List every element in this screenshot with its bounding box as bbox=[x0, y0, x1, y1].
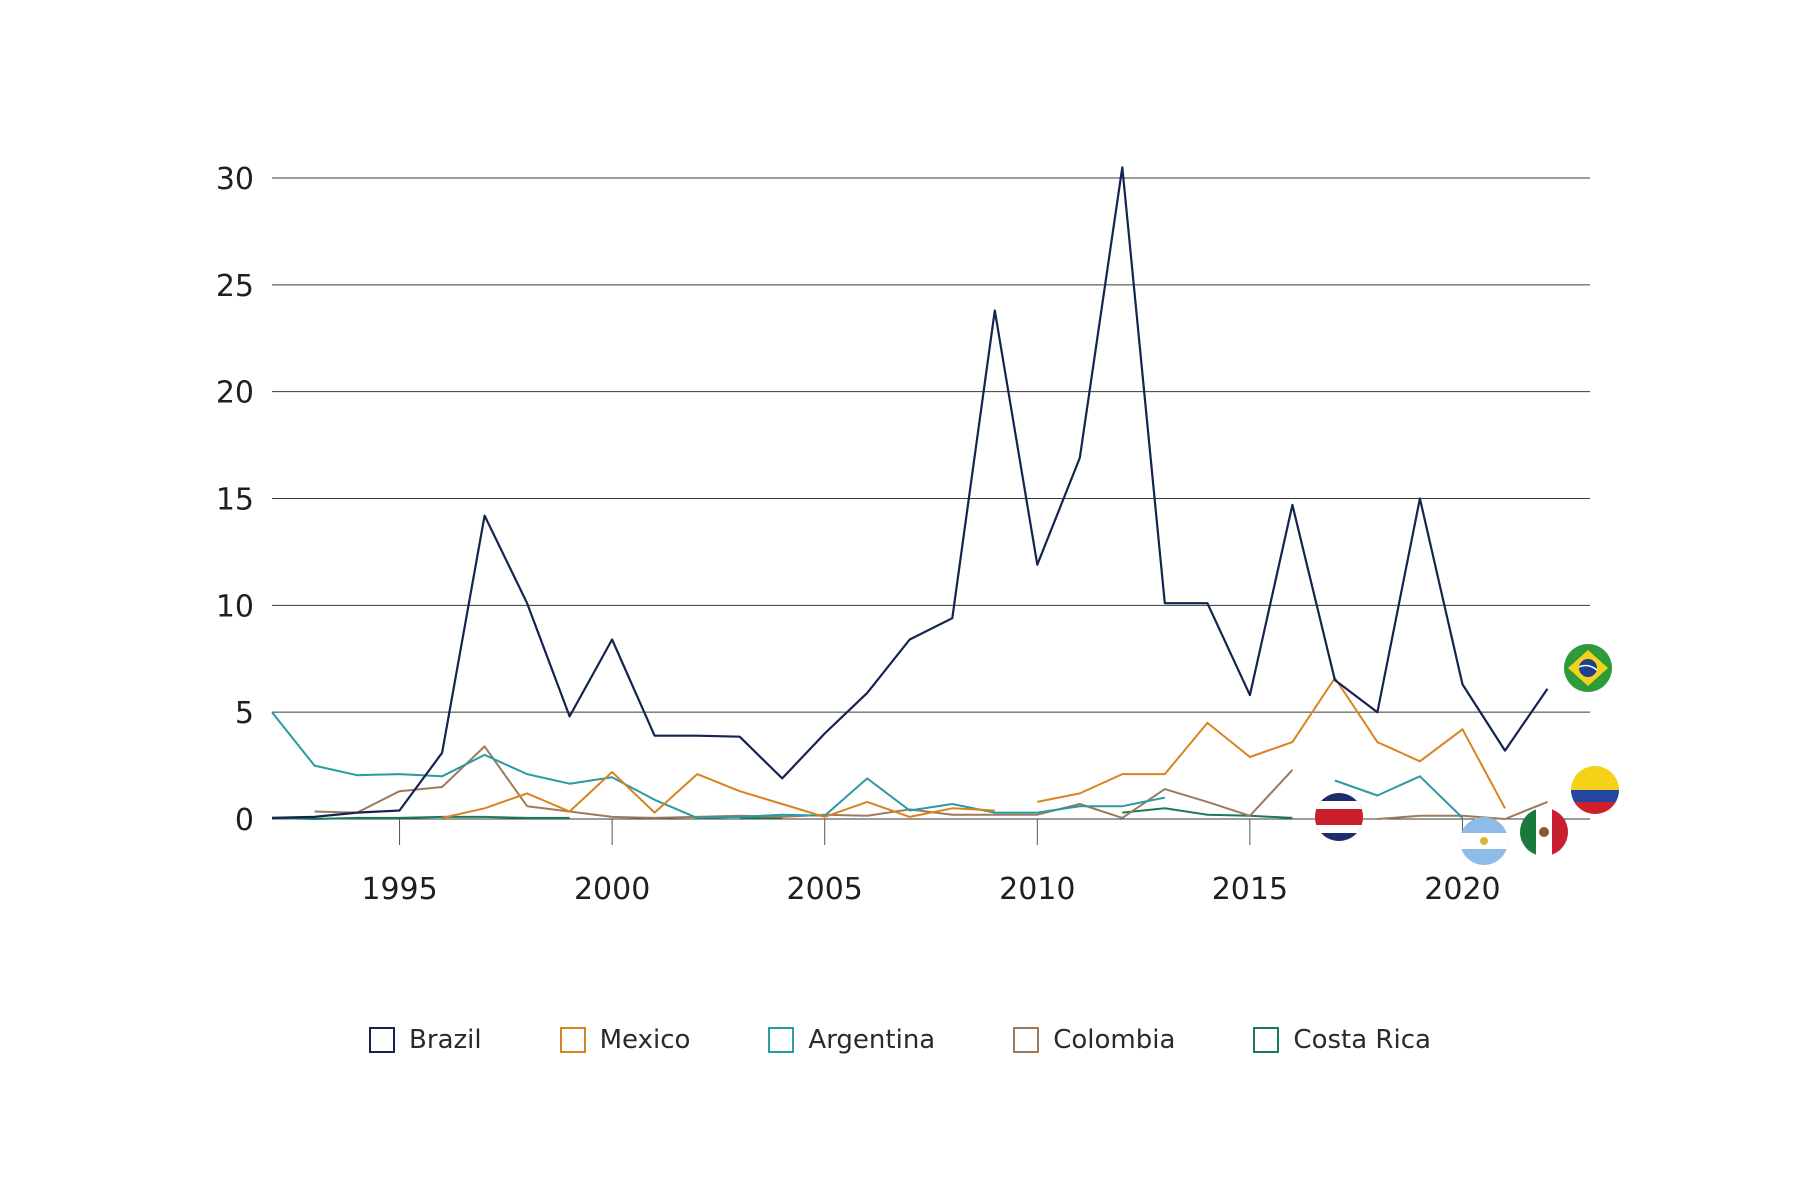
legend-label: Costa Rica bbox=[1293, 1025, 1431, 1055]
y-tick-label: 10 bbox=[216, 589, 254, 624]
x-tick-label: 2020 bbox=[1424, 872, 1500, 907]
x-tick-label: 2015 bbox=[1212, 872, 1288, 907]
x-tick-label: 2000 bbox=[574, 872, 650, 907]
y-tick-label: 15 bbox=[216, 483, 254, 518]
legend-item-brazil: Brazil bbox=[369, 1025, 482, 1055]
y-axis: 0 5 10 15 20 25 30 bbox=[216, 162, 254, 838]
legend-label: Mexico bbox=[599, 1025, 691, 1055]
legend-item-argentina: Argentina bbox=[768, 1025, 935, 1055]
legend-swatch bbox=[559, 1027, 586, 1053]
mexico-flag-icon bbox=[1520, 808, 1568, 856]
y-tick-label: 25 bbox=[216, 269, 254, 304]
legend-label: Brazil bbox=[409, 1025, 482, 1055]
x-axis: 1995 2000 2005 2010 2015 2020 bbox=[361, 819, 1501, 907]
brazil-flag-icon bbox=[1564, 644, 1612, 692]
series-line-argentina bbox=[271, 711, 1464, 819]
series-line-mexico bbox=[441, 677, 1506, 819]
legend-swatch bbox=[369, 1027, 396, 1053]
y-tick-label: 30 bbox=[216, 162, 254, 197]
legend-swatch bbox=[768, 1027, 795, 1053]
legend-item-colombia: Colombia bbox=[1013, 1025, 1175, 1055]
legend-item-mexico: Mexico bbox=[559, 1025, 691, 1055]
x-tick-label: 2010 bbox=[999, 872, 1075, 907]
y-tick-label: 0 bbox=[235, 803, 254, 838]
series-line-brazil bbox=[271, 166, 1549, 819]
legend-label: Argentina bbox=[808, 1025, 936, 1055]
costa-rica-flag-icon bbox=[1315, 793, 1363, 841]
x-tick-label: 2005 bbox=[787, 872, 863, 907]
legend-swatch bbox=[1253, 1027, 1280, 1053]
legend-swatch bbox=[1013, 1027, 1040, 1053]
colombia-flag-icon bbox=[1571, 766, 1619, 814]
argentina-flag-icon bbox=[1460, 817, 1508, 865]
legend-label: Colombia bbox=[1053, 1025, 1176, 1055]
y-tick-label: 5 bbox=[235, 696, 254, 731]
gridlines bbox=[272, 177, 1590, 820]
legend-item-costa-rica: Costa Rica bbox=[1253, 1025, 1431, 1055]
legend: Brazil Mexico Argentina Colombia Costa Rica bbox=[0, 1025, 1800, 1055]
y-tick-label: 20 bbox=[216, 376, 254, 411]
series-lines bbox=[271, 166, 1549, 820]
series-line-costa-rica bbox=[271, 807, 1293, 820]
x-tick-label: 1995 bbox=[361, 872, 437, 907]
